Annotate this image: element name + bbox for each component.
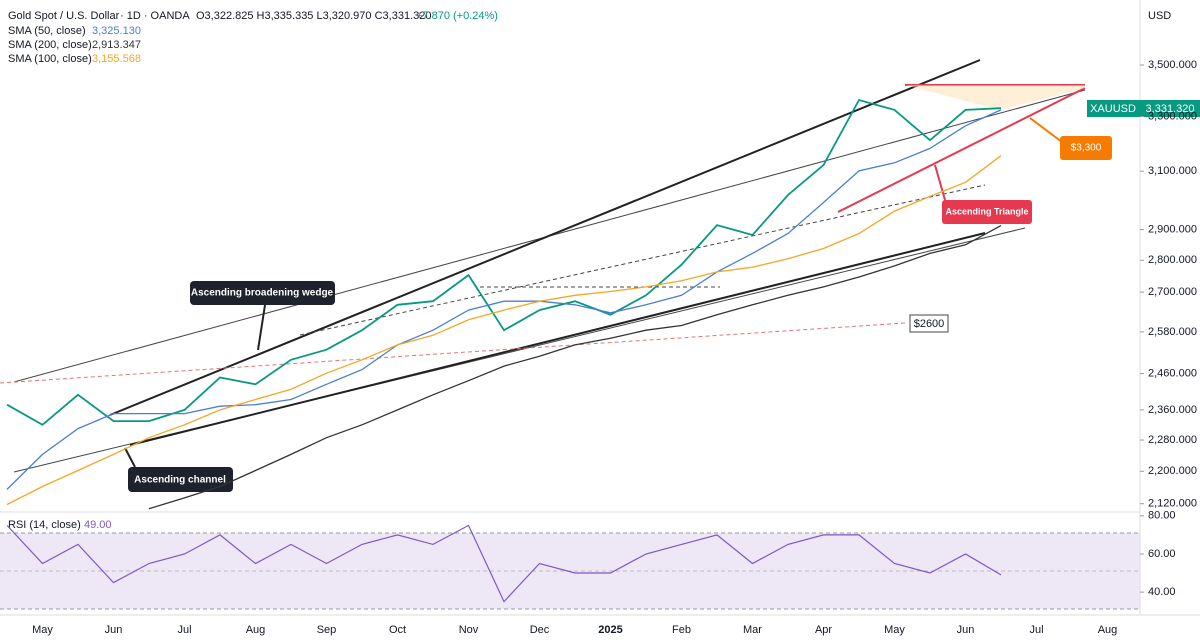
annotation: Ascending broadening wedge xyxy=(191,288,334,299)
pointer xyxy=(257,304,266,351)
annotation: Ascending Triangle xyxy=(945,206,1028,216)
annotation: Ascending channel xyxy=(134,475,226,486)
series-line xyxy=(6,98,1002,426)
annotation-box xyxy=(942,200,1032,224)
pointer xyxy=(934,164,946,201)
annotation-box xyxy=(128,467,233,492)
y-tick-label: 3,100.000 xyxy=(1148,165,1197,177)
x-tick-label: Mar xyxy=(743,624,762,636)
y-tick-label: 2,460.000 xyxy=(1148,367,1197,379)
symbol: XAUUSD xyxy=(1090,103,1136,115)
series-line xyxy=(148,225,1002,510)
annotation-box xyxy=(1060,136,1112,160)
x-tick-label: 2025 xyxy=(598,624,622,636)
symbol-tag xyxy=(1087,100,1140,117)
x-tick-label: Oct xyxy=(389,624,406,636)
annotation-box xyxy=(909,314,949,333)
x-tick-label: May xyxy=(32,624,53,636)
x-tick-label: Nov xyxy=(459,624,479,636)
trend-line xyxy=(109,59,981,416)
x-tick-label: Jun xyxy=(105,624,123,636)
pointer xyxy=(124,447,136,468)
trend-line xyxy=(0,322,906,384)
legend-value: 2,913.347 xyxy=(92,39,141,51)
y-tick-label: 2,580.000 xyxy=(1148,326,1197,338)
trend-line xyxy=(129,232,986,446)
y-tick-label: 2,120.000 xyxy=(1148,498,1197,510)
pointer xyxy=(1029,117,1063,143)
series-line xyxy=(6,109,1002,490)
x-tick-label: Aug xyxy=(1098,624,1118,636)
x-tick-label: Feb xyxy=(672,624,691,636)
legend-value: 49.00 xyxy=(84,519,112,531)
x-tick-label: Jul xyxy=(177,624,191,636)
y-tick-label: 2,800.000 xyxy=(1148,254,1197,266)
trend-line xyxy=(299,184,986,336)
legend-name: SMA (100, close) xyxy=(8,53,92,65)
x-tick-label: Dec xyxy=(530,624,550,636)
legend-name: SMA (200, close) xyxy=(8,39,92,51)
y-tick-label: 2,700.000 xyxy=(1148,286,1197,298)
legend-name: RSI (14, close) xyxy=(8,519,81,531)
y-tick-label: 2,360.000 xyxy=(1148,404,1197,416)
y-tick-label: 60.00 xyxy=(1148,548,1176,560)
legend-name: SMA (50, close) xyxy=(8,25,86,37)
y-tick-label: 2,280.000 xyxy=(1148,434,1197,446)
legend-value: 3,325.130 xyxy=(92,25,141,37)
subtitle: · 1D · OANDA xyxy=(120,10,190,22)
x-tick-label: Jul xyxy=(1029,624,1043,636)
header: Gold Spot / U.S. Dollar · 1D · OANDA O3,… xyxy=(8,10,498,531)
y-tick-label: 40.00 xyxy=(1148,586,1176,598)
x-tick-label: May xyxy=(884,624,905,636)
x-tick-label: Sep xyxy=(317,624,337,636)
series-line xyxy=(6,155,1002,506)
x-tick-label: Apr xyxy=(815,624,832,636)
series-name: Gold Spot / U.S. Dollar xyxy=(8,10,120,22)
y-tick-label: 2,200.000 xyxy=(1148,465,1197,477)
y-tick-label: 3,500.000 xyxy=(1148,59,1197,71)
series-line xyxy=(6,524,1002,603)
triangle-fill xyxy=(905,85,1085,110)
y-tick-label: 80.00 xyxy=(1148,510,1176,522)
ohlc: O3,322.825 H3,335.335 L3,320.970 C3,331.… xyxy=(196,10,431,22)
last-price: 3,331.320 xyxy=(1146,103,1195,115)
price-tag xyxy=(1140,100,1200,117)
annotation: $3,300 xyxy=(1071,143,1102,154)
legend-value: 3,155.568 xyxy=(92,53,141,65)
annotation: $2600 xyxy=(914,318,945,330)
annotation-box xyxy=(190,281,335,305)
x-tick-label: Jun xyxy=(957,624,975,636)
x-tick-label: Aug xyxy=(246,624,266,636)
change: +7.870 (+0.24%) xyxy=(416,10,498,22)
y-tick-label: 3,300.000 xyxy=(1148,110,1197,122)
trend-lines xyxy=(0,59,1086,473)
y-tick-label: 2,900.000 xyxy=(1148,223,1197,235)
axis-unit: USD xyxy=(1148,10,1171,22)
